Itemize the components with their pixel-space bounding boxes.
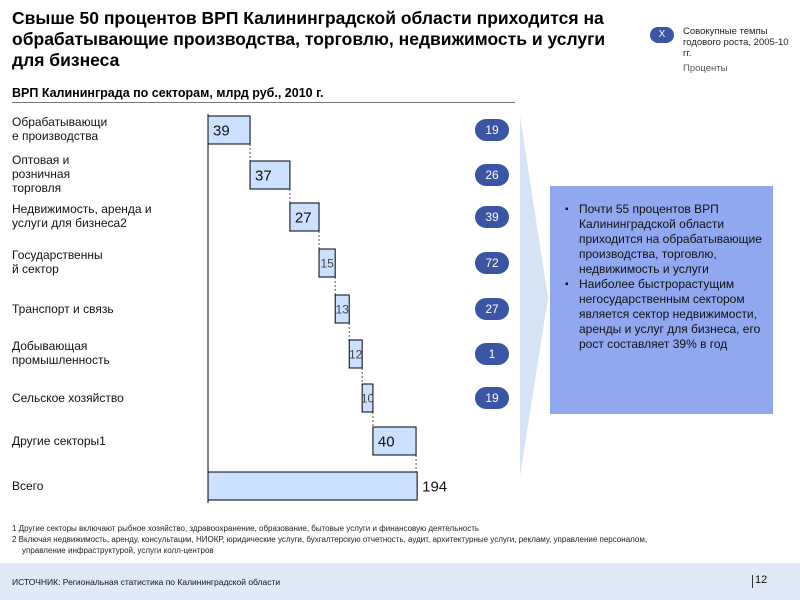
source-note: ИСТОЧНИК: Региональная статистика по Кал…	[12, 577, 281, 587]
category-label-line: е производства	[12, 129, 99, 143]
title-rule	[12, 102, 515, 103]
page-number: 12	[755, 574, 768, 586]
legend-unit: Проценты	[683, 63, 728, 74]
category-label-line: Всего	[12, 478, 44, 493]
category-label-line: й сектор	[12, 262, 59, 276]
legend-text: Совокупные темпы годового роста, 2005-10…	[683, 26, 789, 59]
bar	[361, 383, 374, 413]
category-label-line: Добывающая	[12, 339, 88, 353]
page-title: Свыше 50 процентов ВРП Калининградской о…	[12, 8, 606, 70]
category-label: Недвижимость, аренда и услуги для бизнеса…	[12, 202, 152, 230]
category-label-line: промышленность	[12, 353, 110, 367]
insight-1: Почти 55 процентов ВРП Калининградской о…	[565, 202, 763, 277]
category-label-line: Недвижимость, аренда и	[12, 202, 152, 216]
category-label-line: Транспорт и связь	[12, 301, 114, 316]
bar-value-label: 37	[255, 168, 272, 185]
source-bar	[0, 563, 800, 600]
footnote-1: 1 Другие секторы включают рыбное хозяйст…	[12, 524, 480, 533]
growth-badge: 27	[475, 298, 509, 320]
chevron-arrow-icon	[520, 116, 548, 476]
bar-value-label: 194	[422, 479, 447, 496]
growth-badge: 72	[475, 252, 509, 274]
bar-value-label: 13	[336, 303, 350, 317]
category-label: Государственны й сектор	[12, 248, 103, 276]
category-label-line: Сельское хозяйство	[12, 390, 124, 405]
bar-value-label: 27	[295, 210, 312, 227]
category-label: Другие секторы1	[12, 434, 106, 448]
category-label: Оптовая и розничная торговля	[12, 153, 70, 195]
bar	[249, 160, 291, 190]
category-label-line: розничная	[12, 166, 71, 181]
bar	[348, 339, 363, 369]
insight-2: Наиболее быстрорастущим негосударственны…	[565, 277, 763, 352]
page-separator	[752, 575, 753, 588]
category-label: Сельское хозяйство	[12, 391, 124, 405]
category-label-line: услуги для бизнеса2	[12, 216, 127, 230]
bar-value-label: 40	[378, 434, 395, 451]
category-label-line: торговля	[12, 180, 62, 195]
growth-badge: 39	[475, 206, 509, 228]
category-label-line: Государственны	[12, 248, 103, 262]
insights-panel: Почти 55 процентов ВРП Калининградской о…	[550, 186, 773, 414]
category-label-line: Обрабатывающи	[12, 115, 108, 129]
bar	[207, 471, 418, 501]
footnote-2-cont: управление инфраструктурой, услуги колл-…	[22, 546, 214, 555]
bar	[289, 202, 320, 232]
growth-badge: 19	[475, 387, 509, 409]
footnotes: 1 Другие секторы включают рыбное хозяйст…	[12, 523, 792, 556]
growth-badge: 26	[475, 164, 509, 186]
category-label: Добывающая промышленность	[12, 339, 110, 367]
bar	[372, 426, 417, 456]
category-label-line: Другие секторы1	[12, 433, 106, 448]
category-label: Всего	[12, 479, 43, 493]
bar-value-label: 39	[213, 123, 230, 140]
category-label-line: Оптовая и	[12, 152, 70, 167]
bar	[318, 248, 336, 278]
growth-badge: 19	[475, 119, 509, 141]
bar-value-label: 10	[361, 392, 375, 406]
bar	[334, 294, 350, 324]
chart-title: ВРП Калининграда по секторам, млрд руб.,…	[12, 86, 324, 100]
bar-value-label: 15	[320, 257, 334, 271]
category-label: Транспорт и связь	[12, 302, 114, 316]
bar-value-label: 12	[349, 348, 363, 362]
bar	[207, 115, 251, 145]
legend-badge: X	[650, 27, 674, 43]
category-label: Обрабатывающи е производства	[12, 115, 107, 143]
footnote-2: 2 Включая недвижимость, аренду, консульт…	[12, 535, 648, 544]
growth-badge: 1	[475, 343, 509, 365]
